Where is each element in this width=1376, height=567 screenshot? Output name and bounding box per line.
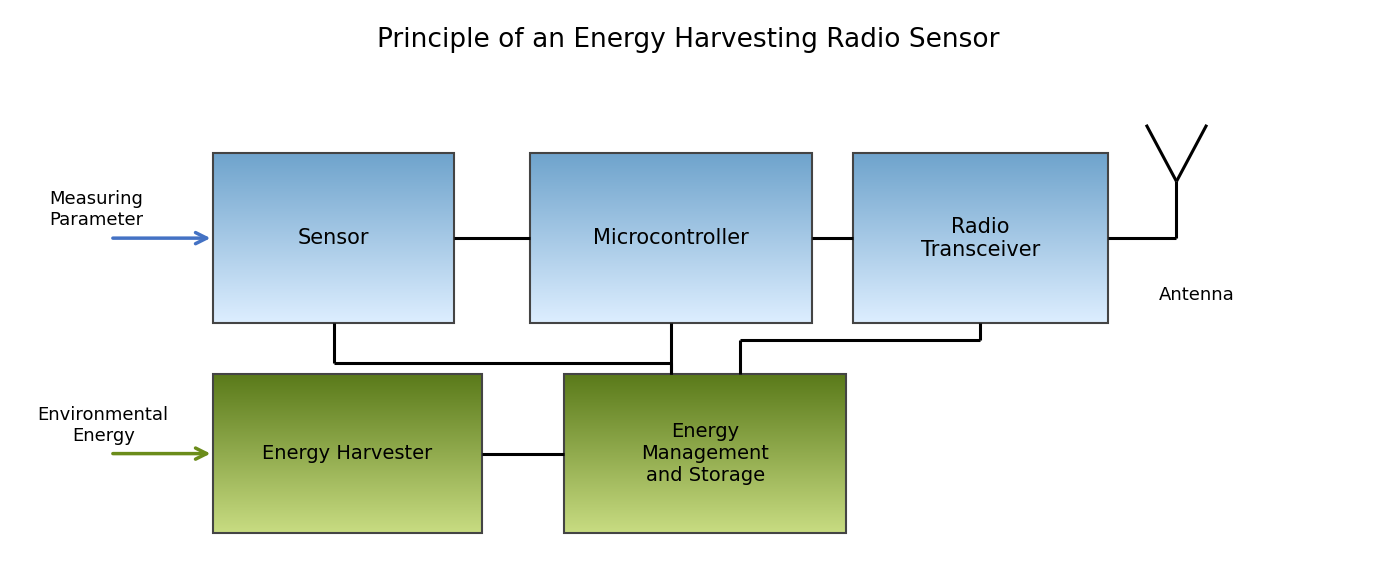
Text: Antenna: Antenna bbox=[1159, 286, 1236, 304]
Bar bbox=[530, 153, 812, 323]
Bar bbox=[853, 153, 1108, 323]
Text: Microcontroller: Microcontroller bbox=[593, 228, 749, 248]
Text: Radio
Transceiver: Radio Transceiver bbox=[921, 217, 1040, 260]
Text: Measuring
Parameter: Measuring Parameter bbox=[50, 191, 143, 229]
Text: Environmental
Energy: Environmental Energy bbox=[37, 406, 169, 445]
Text: Principle of an Energy Harvesting Radio Sensor: Principle of an Energy Harvesting Radio … bbox=[377, 27, 999, 53]
Bar bbox=[213, 374, 482, 533]
Text: Energy
Management
and Storage: Energy Management and Storage bbox=[641, 422, 769, 485]
Text: Energy Harvester: Energy Harvester bbox=[263, 444, 432, 463]
Bar bbox=[564, 374, 846, 533]
Text: Sensor: Sensor bbox=[299, 228, 369, 248]
Bar bbox=[213, 153, 454, 323]
